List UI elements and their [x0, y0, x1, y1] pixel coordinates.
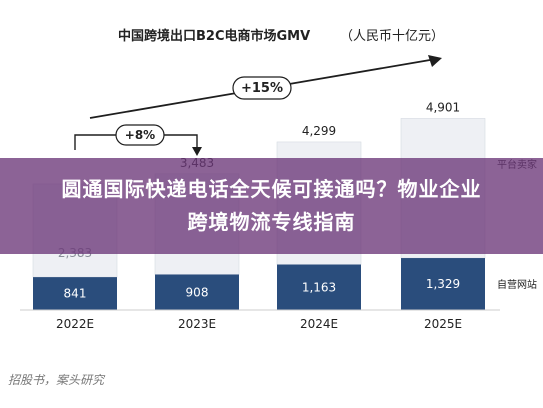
bar-lower-2023E: [155, 274, 239, 310]
bar-lower-label-2025E: 1,329: [426, 277, 460, 291]
bar-lower-2025E: [401, 258, 485, 310]
growth-1-badge: [115, 124, 165, 146]
x-labels-group: 2022E 2023E 2024E 2025E: [56, 317, 462, 331]
growth-1-label: +8%: [125, 128, 155, 142]
title-overlay-banner: 圆通国际快递电话全天候可接通吗？物业企业跨境物流专线指南: [0, 158, 543, 254]
chart-unit: （人民币十亿元）: [340, 29, 444, 44]
bar-total-label-2024E: 4,299: [302, 124, 336, 138]
legend-label-self: 自营网站: [497, 278, 537, 291]
growth-1-arrowhead: [192, 147, 202, 156]
x-tick-label-2025E: 2025E: [424, 317, 462, 331]
x-tick-label-2023E: 2023E: [178, 317, 216, 331]
bar-lower-2024E: [277, 264, 361, 310]
chart-title: 中国跨境出口B2C电商市场GMV: [118, 28, 310, 44]
bar-total-label-2025E: 4,901: [426, 100, 460, 114]
bar-lower-label-2024E: 1,163: [302, 280, 336, 294]
annotations-group: +8% +15%: [74, 55, 442, 156]
growth-2-arrowhead: [428, 55, 442, 67]
x-tick-label-2022E: 2022E: [56, 317, 94, 331]
source-note: 招股书，案头研究: [8, 373, 105, 387]
bar-lower-label-2022E: 841: [64, 287, 87, 301]
bar-lower-2022E: [33, 277, 117, 310]
x-tick-label-2024E: 2024E: [300, 317, 338, 331]
overlay-title: 圆通国际快递电话全天候可接通吗？物业企业跨境物流专线指南: [61, 177, 482, 234]
bar-lower-label-2023E: 908: [186, 285, 209, 299]
growth-2-badge: [232, 76, 292, 100]
growth-2-label: +15%: [241, 81, 283, 96]
